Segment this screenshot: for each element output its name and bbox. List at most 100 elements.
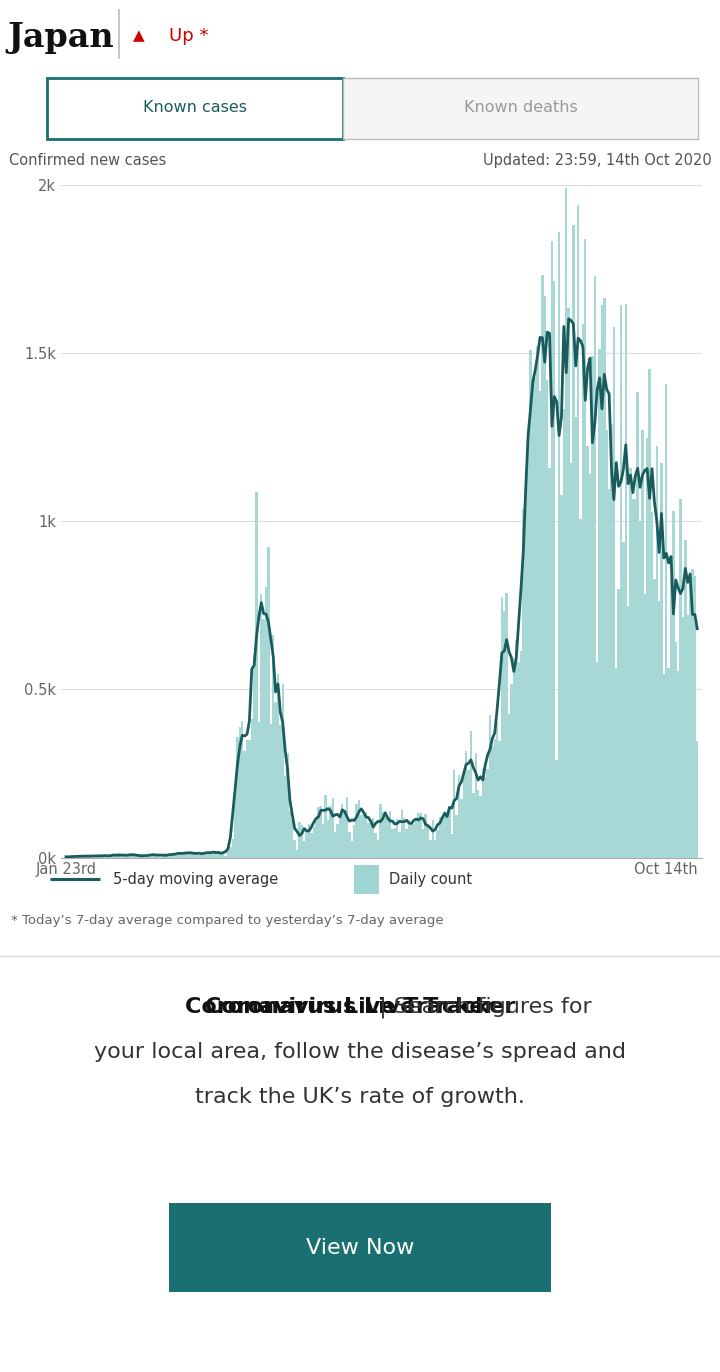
Bar — [546, 380, 549, 858]
Bar — [74, 856, 77, 858]
Bar — [584, 239, 587, 858]
FancyBboxPatch shape — [343, 78, 698, 139]
Bar — [98, 855, 101, 858]
Bar — [172, 853, 174, 858]
Bar — [320, 807, 322, 858]
Bar — [77, 856, 79, 858]
Text: ▲: ▲ — [133, 29, 145, 43]
Bar — [194, 852, 196, 858]
Bar — [334, 833, 336, 858]
Bar — [165, 856, 167, 858]
Bar — [682, 617, 684, 858]
Bar — [136, 855, 139, 858]
Bar — [498, 741, 500, 858]
Bar — [629, 468, 631, 858]
Bar — [505, 593, 508, 858]
Bar — [611, 424, 613, 858]
Bar — [556, 760, 558, 858]
Bar — [296, 849, 298, 858]
Bar — [491, 746, 494, 858]
Bar — [315, 820, 318, 858]
Bar — [234, 796, 236, 858]
Bar — [351, 841, 353, 858]
Bar — [89, 856, 91, 858]
Bar — [465, 752, 467, 858]
Bar — [582, 324, 584, 858]
Bar — [215, 852, 217, 858]
Bar — [132, 855, 134, 858]
Bar — [276, 674, 279, 858]
Bar — [472, 793, 474, 858]
Text: 5-day moving average: 5-day moving average — [113, 873, 278, 886]
Bar — [575, 417, 577, 858]
Bar — [398, 833, 400, 858]
Bar — [343, 809, 346, 858]
Bar — [696, 741, 698, 858]
Bar — [372, 818, 374, 858]
Bar — [220, 853, 222, 858]
Text: Japan: Japan — [7, 21, 114, 55]
Bar — [622, 542, 624, 858]
Bar — [503, 611, 505, 858]
Bar — [438, 818, 441, 858]
Bar — [544, 296, 546, 858]
Bar — [384, 819, 387, 858]
Bar — [236, 737, 238, 858]
Text: Up *: Up * — [169, 26, 209, 45]
Bar — [403, 818, 405, 858]
Bar — [94, 856, 96, 858]
Bar — [520, 650, 522, 858]
Bar — [420, 814, 422, 858]
Bar — [139, 856, 141, 858]
Bar — [156, 855, 158, 858]
Bar — [489, 715, 491, 858]
Bar — [196, 855, 198, 858]
Bar — [649, 369, 651, 858]
Bar — [158, 853, 160, 858]
Bar — [207, 852, 210, 858]
Bar — [246, 740, 248, 858]
Bar — [551, 241, 553, 858]
Bar — [549, 468, 551, 858]
Bar — [391, 829, 394, 858]
Bar — [110, 856, 112, 858]
Bar — [451, 834, 453, 858]
Bar — [684, 539, 686, 858]
Text: * Today’s 7-day average compared to yesterday’s 7-day average: * Today’s 7-day average compared to yest… — [11, 914, 444, 927]
Bar — [332, 799, 334, 858]
Bar — [408, 819, 410, 858]
Bar — [400, 809, 403, 858]
FancyBboxPatch shape — [169, 1203, 551, 1292]
Bar — [500, 597, 503, 858]
Bar — [642, 431, 644, 858]
Text: track the UK’s rate of growth.: track the UK’s rate of growth. — [195, 1087, 525, 1107]
Bar — [474, 753, 477, 858]
Text: Known deaths: Known deaths — [464, 100, 578, 115]
Bar — [522, 509, 525, 858]
Bar — [217, 852, 220, 858]
Bar — [639, 521, 642, 858]
Bar — [134, 853, 136, 858]
Bar — [413, 823, 415, 858]
Bar — [265, 587, 267, 858]
Bar — [258, 722, 260, 858]
Bar — [456, 815, 458, 858]
Bar — [634, 498, 636, 858]
Bar — [598, 348, 600, 858]
Bar — [153, 855, 156, 858]
Bar — [163, 855, 165, 858]
Text: Coronavirus Live Tracker: Coronavirus Live Tracker — [185, 997, 495, 1017]
Bar — [613, 327, 615, 858]
Bar — [318, 807, 320, 858]
Bar — [429, 841, 431, 858]
Bar — [539, 391, 541, 858]
Bar — [184, 853, 186, 858]
Bar — [363, 814, 365, 858]
Bar — [353, 826, 356, 858]
Bar — [267, 546, 269, 858]
Bar — [627, 605, 629, 858]
Bar — [562, 409, 565, 858]
Bar — [327, 820, 329, 858]
Bar — [284, 775, 287, 858]
Bar — [251, 719, 253, 858]
